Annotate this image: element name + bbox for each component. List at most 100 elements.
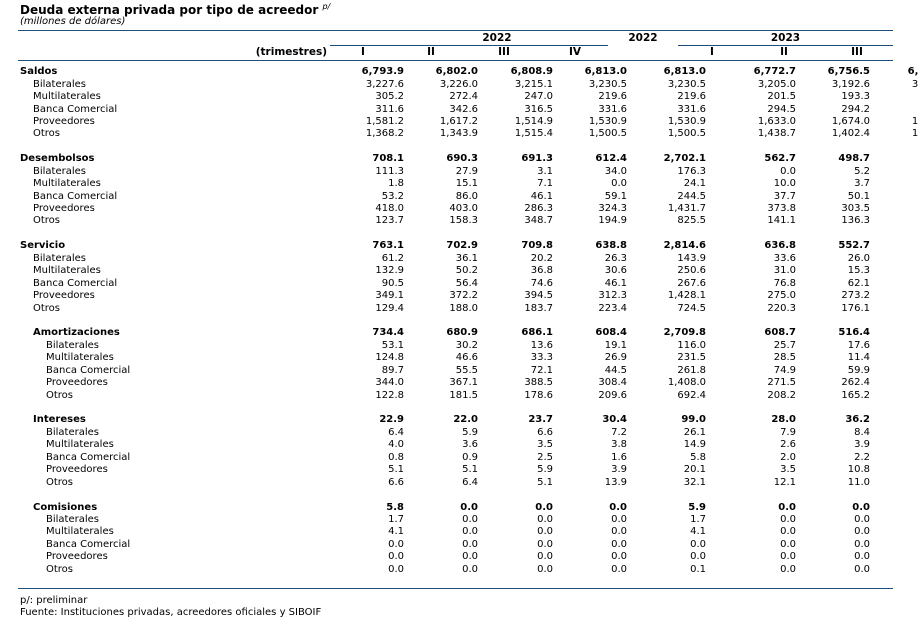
quarters-row-label: (trimestres) bbox=[255, 46, 327, 58]
value-cell: 116.0 bbox=[677, 339, 706, 351]
row-label: Otros bbox=[46, 389, 74, 401]
value-cell: 5.1 bbox=[537, 476, 553, 488]
value-cell: 566.2 bbox=[870, 240, 918, 252]
value-cell: 1,674.0 bbox=[831, 115, 870, 127]
row-label: Multilaterales bbox=[33, 265, 101, 277]
value-cell: 1.7 bbox=[388, 513, 404, 525]
value-cell: 17.0 bbox=[870, 253, 918, 265]
value-cell: 0.0 bbox=[870, 564, 918, 576]
value-cell: 2.2 bbox=[854, 451, 870, 463]
value-cell: 33.6 bbox=[773, 252, 796, 264]
spacer-row bbox=[18, 228, 918, 240]
spacer-cell bbox=[18, 141, 918, 153]
footnote-preliminary: p/: preliminar bbox=[20, 595, 88, 606]
value-cell: 59.9 bbox=[847, 364, 870, 376]
value-cell: 734.4 bbox=[372, 327, 404, 339]
value-cell: 12.1 bbox=[773, 476, 796, 488]
row-label: Proveedores bbox=[46, 551, 108, 563]
value-cell: 124.8 bbox=[375, 352, 404, 364]
bottom-rule bbox=[18, 588, 893, 589]
value-cell: 608.4 bbox=[595, 327, 627, 339]
value-cell: 498.7 bbox=[838, 153, 870, 165]
value-cell: 403.0 bbox=[449, 203, 478, 215]
quarter-2022-4: IV bbox=[568, 46, 582, 58]
value-cell: 99.0 bbox=[681, 414, 706, 426]
year-2023-underline bbox=[678, 45, 893, 46]
value-cell: 8.4 bbox=[854, 426, 870, 438]
value-cell: 3.5 bbox=[537, 439, 553, 451]
value-cell: 17.6 bbox=[847, 339, 870, 351]
value-cell: 608.7 bbox=[764, 327, 796, 339]
value-cell: 636.8 bbox=[764, 240, 796, 252]
value-cell: 59.1 bbox=[604, 190, 627, 202]
value-cell: 123.7 bbox=[375, 215, 404, 227]
value-cell: 5.9 bbox=[688, 501, 706, 513]
value-cell: 0.0 bbox=[854, 563, 870, 575]
value-cell: 3,186.8 bbox=[911, 78, 918, 90]
value-cell: 32.1 bbox=[683, 476, 706, 488]
value-cell: 5.1 bbox=[388, 464, 404, 476]
value-cell: 26.9 bbox=[604, 352, 627, 364]
value-cell: 331.6 bbox=[598, 103, 627, 115]
row-label: Multilaterales bbox=[46, 439, 114, 451]
spacer-row bbox=[18, 315, 918, 327]
table-row: Saldos 6,793.9 6,802.0 6,808.9 6,813.0 6,813.… bbox=[18, 66, 918, 78]
value-cell: 680.9 bbox=[446, 327, 478, 339]
value-cell: 344.0 bbox=[375, 377, 404, 389]
value-cell: 194.9 bbox=[598, 215, 627, 227]
value-cell: 13.9 bbox=[604, 476, 627, 488]
table-row: Multilaterales 305.2 272.4 247.0 219.6 219.6 2… bbox=[18, 91, 918, 103]
value-cell: 0.0 bbox=[462, 526, 478, 538]
value-cell: 183.7 bbox=[524, 302, 553, 314]
quarter-2023-3: III bbox=[851, 46, 863, 58]
value-cell: 56.4 bbox=[455, 277, 478, 289]
value-cell: 5.0 bbox=[870, 166, 918, 178]
value-cell: 3,230.5 bbox=[588, 78, 627, 90]
value-cell: 219.6 bbox=[677, 91, 706, 103]
value-cell: 686.1 bbox=[521, 327, 553, 339]
spacer-row bbox=[18, 141, 918, 153]
spacer-cell bbox=[18, 228, 918, 240]
table-row: Otros 123.7 158.3 348.7 194.9 825.5 141.1 136.3… bbox=[18, 215, 918, 227]
value-cell: 1,438.7 bbox=[757, 128, 796, 140]
value-cell: 0.0 bbox=[611, 526, 627, 538]
value-cell: 13.6 bbox=[530, 339, 553, 351]
value-cell: 308.4 bbox=[598, 377, 627, 389]
row-label: Bilaterales bbox=[33, 78, 86, 90]
table-row: Proveedores 344.0 367.1 388.5 308.4 1,408.0 27… bbox=[18, 377, 918, 389]
value-cell: 25.7 bbox=[773, 339, 796, 351]
table-row: Proveedores 5.1 5.1 5.9 3.9 20.1 3.5 10.813.2 bbox=[18, 464, 918, 476]
value-cell: 3,226.0 bbox=[439, 78, 478, 90]
value-cell: 316.5 bbox=[524, 103, 553, 115]
value-cell: 516.4 bbox=[838, 327, 870, 339]
value-cell: 2.5 bbox=[537, 451, 553, 463]
value-cell: 1,530.9 bbox=[588, 115, 627, 127]
value-cell: 46.9 bbox=[870, 365, 918, 377]
value-cell: 1,343.9 bbox=[439, 128, 478, 140]
value-cell: 0.0 bbox=[611, 538, 627, 550]
value-cell: 3.1 bbox=[537, 165, 553, 177]
value-cell: 0.0 bbox=[611, 551, 627, 563]
value-cell: 26.1 bbox=[683, 426, 706, 438]
value-cell: 3,227.6 bbox=[365, 78, 404, 90]
title-note: p/ bbox=[322, 2, 331, 11]
year-2023-quarters: 2023 bbox=[770, 32, 801, 44]
value-cell: 212.1 bbox=[870, 215, 918, 227]
value-cell: 294.2 bbox=[841, 103, 870, 115]
value-cell: 267.6 bbox=[677, 277, 706, 289]
value-cell: 388.5 bbox=[524, 377, 553, 389]
row-label: Multilaterales bbox=[46, 526, 114, 538]
row-label: Proveedores bbox=[46, 464, 108, 476]
value-cell: 0.0 bbox=[870, 551, 918, 563]
value-cell: 1,515.4 bbox=[514, 128, 553, 140]
value-cell: 0.0 bbox=[537, 526, 553, 538]
value-cell: 6,756.5 bbox=[827, 66, 870, 78]
value-cell: 0.0 bbox=[388, 551, 404, 563]
table-row: Amortizaciones 734.4 680.9 686.1 608.4 2,709.… bbox=[18, 327, 918, 339]
value-cell: 2,814.6 bbox=[663, 240, 706, 252]
value-cell: 6,802.0 bbox=[435, 66, 478, 78]
value-cell: 324.3 bbox=[598, 203, 627, 215]
value-cell: 3.7 bbox=[854, 178, 870, 190]
row-label: Intereses bbox=[33, 414, 86, 426]
